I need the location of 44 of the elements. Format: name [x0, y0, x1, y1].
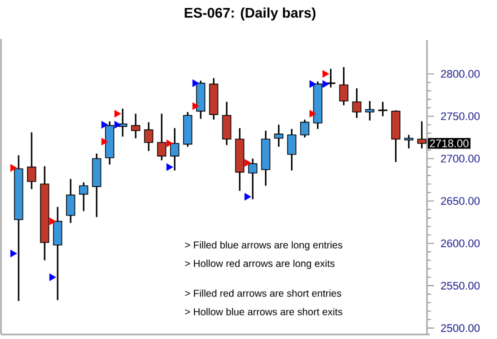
annotation: 2718.00	[430, 139, 469, 148]
point	[192, 102, 200, 110]
candlestick	[79, 182, 88, 212]
candlestick	[144, 121, 154, 152]
y-tick-label: 2500.00	[441, 324, 480, 332]
point	[192, 79, 200, 88]
annotation: > Filled blue arrows are long entries	[185, 241, 342, 250]
y-tick-label: 2700.00	[441, 154, 480, 162]
point	[322, 70, 330, 78]
candlestick	[339, 66, 348, 106]
point	[49, 273, 56, 282]
candlestick	[365, 100, 374, 122]
candlestick	[300, 118, 310, 138]
point	[114, 110, 122, 118]
point	[10, 250, 18, 258]
annotation: > Hollow blue arrows are short exits	[185, 308, 342, 316]
point	[166, 140, 174, 148]
candlestick	[222, 101, 232, 146]
y-tick-label: 2650.00	[441, 197, 480, 205]
annotation: > Filled red arrows are short entries	[185, 289, 342, 297]
point	[322, 80, 330, 88]
point	[101, 138, 108, 146]
point	[114, 120, 122, 129]
candlestick	[274, 124, 284, 148]
candlestick	[27, 132, 36, 190]
annotation: > Hollow red arrows are long exits	[185, 260, 335, 269]
point	[309, 110, 316, 118]
point	[49, 217, 56, 226]
candlestick	[287, 128, 296, 172]
point	[244, 192, 252, 201]
point	[10, 164, 18, 172]
chart-title: ES-067: (Daily bars)	[184, 7, 316, 20]
point	[101, 120, 108, 129]
y-tick-label: 2750.00	[441, 112, 480, 120]
point	[166, 163, 174, 171]
candlestick	[352, 88, 362, 119]
candlestick	[404, 134, 414, 150]
y-tick-label: 2550.00	[441, 282, 480, 290]
candlestick	[131, 112, 140, 140]
y-tick-label: 2800.00	[441, 70, 480, 78]
candlestick	[66, 178, 76, 224]
y-tick-label: 2600.00	[441, 239, 480, 248]
point	[309, 80, 316, 88]
point	[244, 159, 252, 167]
